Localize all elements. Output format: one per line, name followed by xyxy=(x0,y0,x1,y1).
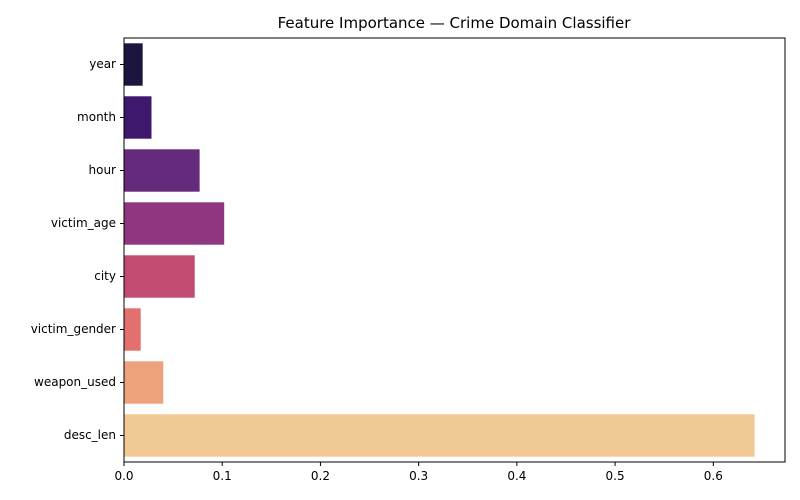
y-tick-label: year xyxy=(89,57,116,71)
y-tick-label: desc_len xyxy=(64,428,116,442)
x-tick-label: 0.3 xyxy=(409,469,428,483)
y-tick-label: victim_gender xyxy=(31,322,116,336)
bar-weapon-used xyxy=(124,361,164,404)
y-tick-label: city xyxy=(94,269,116,283)
x-tick-label: 0.4 xyxy=(507,469,526,483)
y-tick-label: victim_age xyxy=(51,216,116,230)
bar-year xyxy=(124,43,143,86)
x-tick-label: 0.0 xyxy=(114,469,133,483)
y-tick-label: month xyxy=(77,110,116,124)
axes-layer xyxy=(123,37,786,463)
y-tick-label: weapon_used xyxy=(34,375,116,389)
bars-layer xyxy=(124,43,755,457)
x-axis-ticks: 0.0 0.1 0.2 0.3 0.4 0.5 0.6 xyxy=(114,462,723,483)
x-tick-label: 0.6 xyxy=(704,469,723,483)
plot-frame xyxy=(123,37,786,463)
x-tick-label: 0.5 xyxy=(606,469,625,483)
bar-victim-gender xyxy=(124,308,141,351)
bar-hour xyxy=(124,149,200,192)
y-tick-label: hour xyxy=(89,163,117,177)
x-tick-label: 0.1 xyxy=(213,469,232,483)
bar-month xyxy=(124,96,152,139)
bar-desc-len xyxy=(124,414,755,457)
chart-title: Feature Importance — Crime Domain Classi… xyxy=(278,14,632,32)
bar-city xyxy=(124,255,195,298)
bar-victim-age xyxy=(124,202,225,245)
x-tick-label: 0.2 xyxy=(311,469,330,483)
